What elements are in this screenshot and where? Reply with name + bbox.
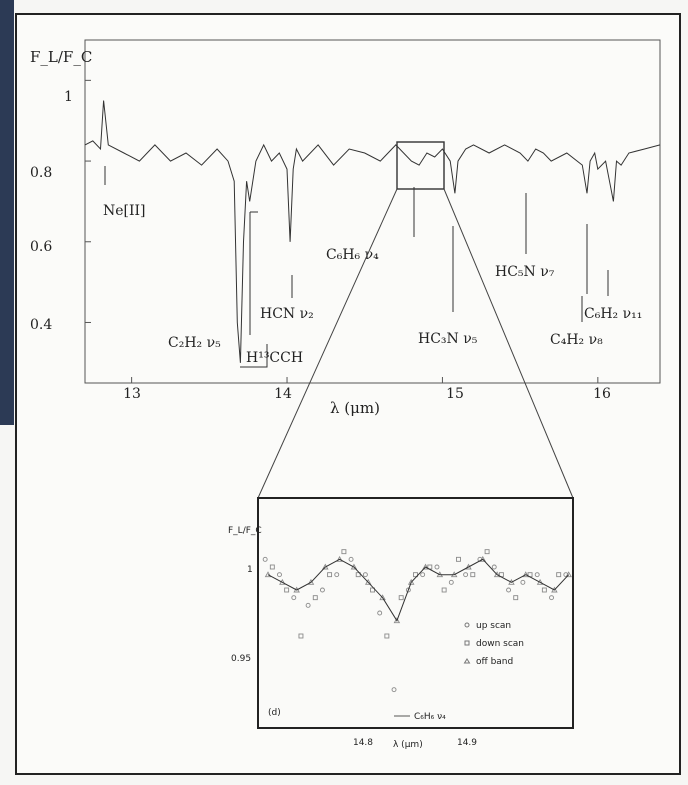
annotation-c4h2-v8: C₄H₂ ν₈ (550, 332, 603, 348)
main-chart: F_L/F_C λ (μm) 13 14 15 16 0.4 0.6 0.8 1 (30, 39, 661, 499)
inset-point-up-scan (277, 572, 282, 578)
main-ytick-label: 1 (64, 89, 73, 105)
inset-point-down-scan (541, 587, 547, 593)
inset-point-down-scan (398, 595, 404, 601)
main-ticks (85, 79, 599, 383)
inset-ytick-label: 0.95 (231, 654, 251, 664)
inset-point-up-scan (549, 595, 554, 601)
inset-ylabel: F_L/F_C (228, 526, 262, 536)
inset-point-off-band (364, 578, 372, 585)
main-plot-frame (84, 39, 661, 384)
inset-point-down-scan (470, 572, 476, 578)
inset-point-off-band (407, 578, 415, 585)
inset-point-off-band (336, 555, 343, 562)
inset-point-down-scan (484, 549, 490, 555)
inset-point-up-scan (405, 587, 411, 593)
inset-point-up-scan (348, 556, 354, 562)
inset-ytick-label: 1 (247, 565, 253, 575)
inset-point-down-scan (298, 633, 304, 639)
inset-point-down-scan (269, 564, 275, 570)
inset-point-down-scan (384, 633, 390, 639)
inset-point-up-scan (305, 602, 311, 608)
inset-xtick-label: 14.8 (353, 738, 373, 748)
inset-point-off-band (493, 571, 501, 578)
inset-point-up-scan (520, 579, 526, 585)
inset-point-up-scan (534, 572, 540, 578)
inset-point-up-scan (463, 572, 469, 578)
inset-point-up-scan (506, 587, 512, 593)
inset-point-down-scan (312, 595, 318, 601)
inset-point-up-scan (420, 572, 426, 578)
legend-marker (464, 640, 470, 646)
legend-entry: off band (476, 657, 513, 667)
inset-point-down-scan (441, 587, 447, 593)
inset-point-up-scan (491, 564, 497, 570)
zoom-connector-right (443, 188, 574, 499)
inset-point-down-scan (513, 595, 519, 601)
main-ytick-label: 0.6 (30, 239, 52, 255)
inset-fit-line (267, 558, 570, 622)
edge-strip (0, 0, 14, 425)
legend-entry: up scan (476, 621, 511, 631)
legend-marker (463, 658, 471, 664)
main-ytick-label: 0.4 (30, 317, 52, 333)
inset-plot-frame (257, 497, 574, 729)
inset-panel-label: (d) (268, 708, 281, 718)
main-ytick-label: 0.8 (30, 165, 52, 181)
inset-legend: up scan down scan off band C₆H₆ ν₄ (394, 621, 524, 722)
inset-point-up-scan (334, 572, 340, 578)
inset-point-down-scan (556, 572, 562, 578)
main-spectrum-line (84, 100, 661, 363)
legend-marker (464, 622, 470, 628)
inset-point-down-scan (413, 572, 418, 578)
inset-point-off-band (422, 563, 429, 570)
inset-chart: F_L/F_C 1 0.95 14.8 14.9 λ (μm) (d) up s… (228, 497, 574, 750)
legend-entry: down scan (476, 639, 524, 649)
main-xtick-label: 13 (123, 386, 141, 402)
inset-point-down-scan (355, 572, 361, 578)
inset-point-off-band (522, 571, 530, 578)
annotation-c6h2-v11: C₆H₂ ν₁₁ (584, 306, 642, 322)
inset-point-up-scan (391, 687, 397, 693)
fit-legend-label: C₆H₆ ν₄ (414, 712, 446, 722)
main-xtick-label: 15 (446, 386, 464, 402)
annotation-h13cch: H¹³CCH (246, 350, 303, 366)
inset-point-down-scan (341, 549, 347, 555)
inset-point-up-scan (291, 595, 297, 601)
inset-point-off-band (479, 555, 487, 562)
inset-point-off-band (393, 617, 401, 624)
annotation-hc5n-v7: HC₅N ν₇ (495, 264, 555, 280)
inset-point-down-scan (456, 556, 461, 562)
annotation-c2h2-v5: C₂H₂ ν₅ (168, 335, 221, 351)
inset-point-down-scan (327, 572, 333, 578)
inset-point-off-band (379, 594, 386, 601)
main-ylabel: F_L/F_C (30, 48, 92, 66)
inset-point-up-scan (319, 587, 325, 593)
zoom-box (396, 141, 445, 190)
inset-point-up-scan (362, 572, 368, 578)
inset-point-off-band (264, 571, 272, 578)
inset-point-up-scan (434, 564, 440, 570)
main-xtick-label: 16 (593, 386, 611, 402)
main-xtick-label: 14 (274, 386, 292, 402)
annotation-hc3n-v5: HC₃N ν₅ (418, 331, 478, 347)
inset-point-down-scan (284, 587, 290, 593)
main-xlabel: λ (μm) (330, 399, 380, 417)
inset-point-down-scan (370, 587, 375, 593)
inset-point-up-scan (448, 579, 454, 585)
annotation-c6h6-v4: C₆H₆ ν₄ (326, 247, 379, 263)
annotation-hcn-v2: HCN ν₂ (260, 306, 314, 322)
inset-point-up-scan (377, 610, 383, 616)
inset-point-off-band (565, 571, 572, 578)
inset-point-up-scan (262, 556, 268, 562)
inset-xlabel: λ (μm) (393, 740, 423, 750)
annotation-ne-ii: Ne[II] (103, 203, 146, 219)
inset-xtick-label: 14.9 (457, 738, 477, 748)
inset-point-off-band (307, 578, 315, 585)
annotation-arrows (104, 166, 609, 368)
zoom-connector-left (257, 188, 398, 499)
